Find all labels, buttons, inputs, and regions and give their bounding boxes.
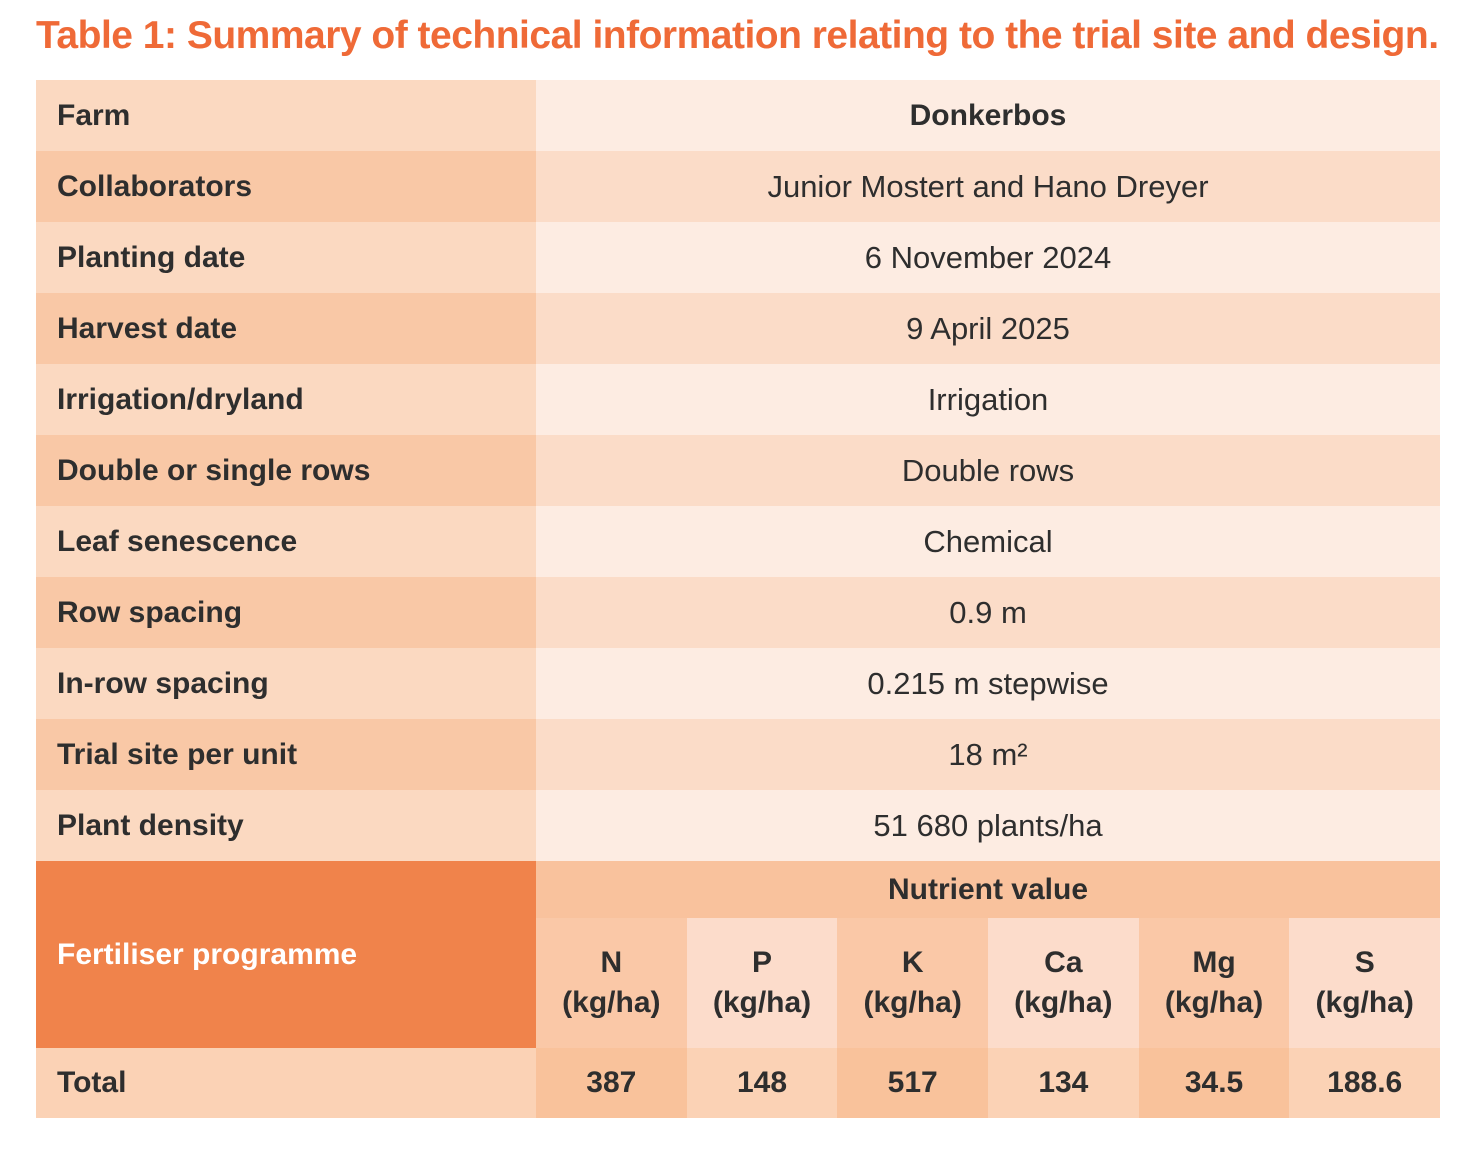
row-value-collaborators: Junior Mostert and Hano Dreyer [536, 151, 1440, 222]
total-value-s: 188.6 [1289, 1048, 1441, 1118]
element-symbol: Mg [1192, 946, 1236, 979]
element-unit: (kg/ha) [1014, 986, 1113, 1019]
column-header-k: K (kg/ha) [837, 918, 989, 1048]
column-header-ca: Ca (kg/ha) [988, 918, 1139, 1048]
row-label-farm: Farm [36, 80, 536, 151]
row-value-leaf-senescence: Chemical [536, 506, 1440, 577]
table-row: Farm Donkerbos [36, 80, 1440, 151]
element-symbol: S [1354, 946, 1375, 979]
nutrient-value-block: Nutrient value N (kg/ha) P (kg/ha) K (kg… [536, 861, 1441, 1048]
element-symbol: Ca [1044, 946, 1083, 979]
row-value-row-spacing: 0.9 m [536, 577, 1440, 648]
element-unit: (kg/ha) [1315, 986, 1414, 1019]
total-values: 387 148 517 134 34.5 188.6 [536, 1048, 1441, 1118]
total-value-k: 517 [837, 1048, 989, 1118]
row-value-harvest-date: 9 April 2025 [536, 293, 1440, 364]
table-row: Double or single rows Double rows [36, 435, 1440, 506]
row-value-planting-date: 6 November 2024 [536, 222, 1440, 293]
element-unit: (kg/ha) [712, 986, 812, 1019]
row-value-trial-site-per-unit: 18 m² [536, 719, 1440, 790]
table-row: Leaf senescence Chemical [36, 506, 1440, 577]
table-row: Irrigation/dryland Irrigation [36, 364, 1440, 435]
table-row: Planting date 6 November 2024 [36, 222, 1440, 293]
total-row: Total 387 148 517 134 34.5 188.6 [36, 1048, 1441, 1118]
row-value-in-row-spacing: 0.215 m stepwise [536, 648, 1440, 719]
row-label-harvest-date: Harvest date [36, 293, 536, 364]
nutrient-value-header: Nutrient value [536, 861, 1440, 918]
row-label-irrigation-dryland: Irrigation/dryland [36, 364, 536, 435]
fertiliser-section: Fertiliser programme Nutrient value N (k… [36, 861, 1441, 1048]
nutrient-column-headers: N (kg/ha) P (kg/ha) K (kg/ha) Ca (kg/ha) [536, 918, 1441, 1048]
column-header-n: N (kg/ha) [536, 918, 687, 1048]
table-title: Table 1: Summary of technical informatio… [36, 14, 1439, 57]
row-value-farm: Donkerbos [536, 80, 1440, 151]
column-header-mg: Mg (kg/ha) [1138, 918, 1290, 1048]
fertiliser-programme-label: Fertiliser programme [36, 861, 536, 1048]
element-unit: (kg/ha) [863, 986, 962, 1019]
column-header-p: P (kg/ha) [686, 918, 838, 1048]
row-label-trial-site-per-unit: Trial site per unit [36, 719, 536, 790]
table-row: Trial site per unit 18 m² [36, 719, 1440, 790]
element-unit: (kg/ha) [1164, 986, 1264, 1019]
table-row: Row spacing 0.9 m [36, 577, 1440, 648]
table-row: Harvest date 9 April 2025 [36, 293, 1440, 364]
row-label-collaborators: Collaborators [36, 151, 536, 222]
column-header-s: S (kg/ha) [1289, 918, 1441, 1048]
table-row: In-row spacing 0.215 m stepwise [36, 648, 1440, 719]
element-symbol: P [752, 946, 773, 979]
row-label-row-spacing: Row spacing [36, 577, 536, 648]
total-value-ca: 134 [988, 1048, 1139, 1118]
total-value-p: 148 [686, 1048, 838, 1118]
total-value-mg: 34.5 [1138, 1048, 1290, 1118]
row-label-plant-density: Plant density [36, 790, 536, 861]
element-symbol: N [600, 946, 623, 979]
total-label: Total [36, 1048, 536, 1118]
row-label-planting-date: Planting date [36, 222, 536, 293]
row-label-leaf-senescence: Leaf senescence [36, 506, 536, 577]
element-symbol: K [901, 946, 924, 979]
total-value-n: 387 [536, 1048, 687, 1118]
row-label-in-row-spacing: In-row spacing [36, 648, 536, 719]
row-value-double-single-rows: Double rows [536, 435, 1440, 506]
row-value-plant-density: 51 680 plants/ha [536, 790, 1440, 861]
summary-table: Farm Donkerbos Collaborators Junior Most… [36, 80, 1441, 1118]
table-row: Collaborators Junior Mostert and Hano Dr… [36, 151, 1440, 222]
table-row: Plant density 51 680 plants/ha [36, 790, 1440, 861]
row-value-irrigation-dryland: Irrigation [536, 364, 1440, 435]
element-unit: (kg/ha) [562, 986, 661, 1019]
row-label-double-single-rows: Double or single rows [36, 435, 536, 506]
